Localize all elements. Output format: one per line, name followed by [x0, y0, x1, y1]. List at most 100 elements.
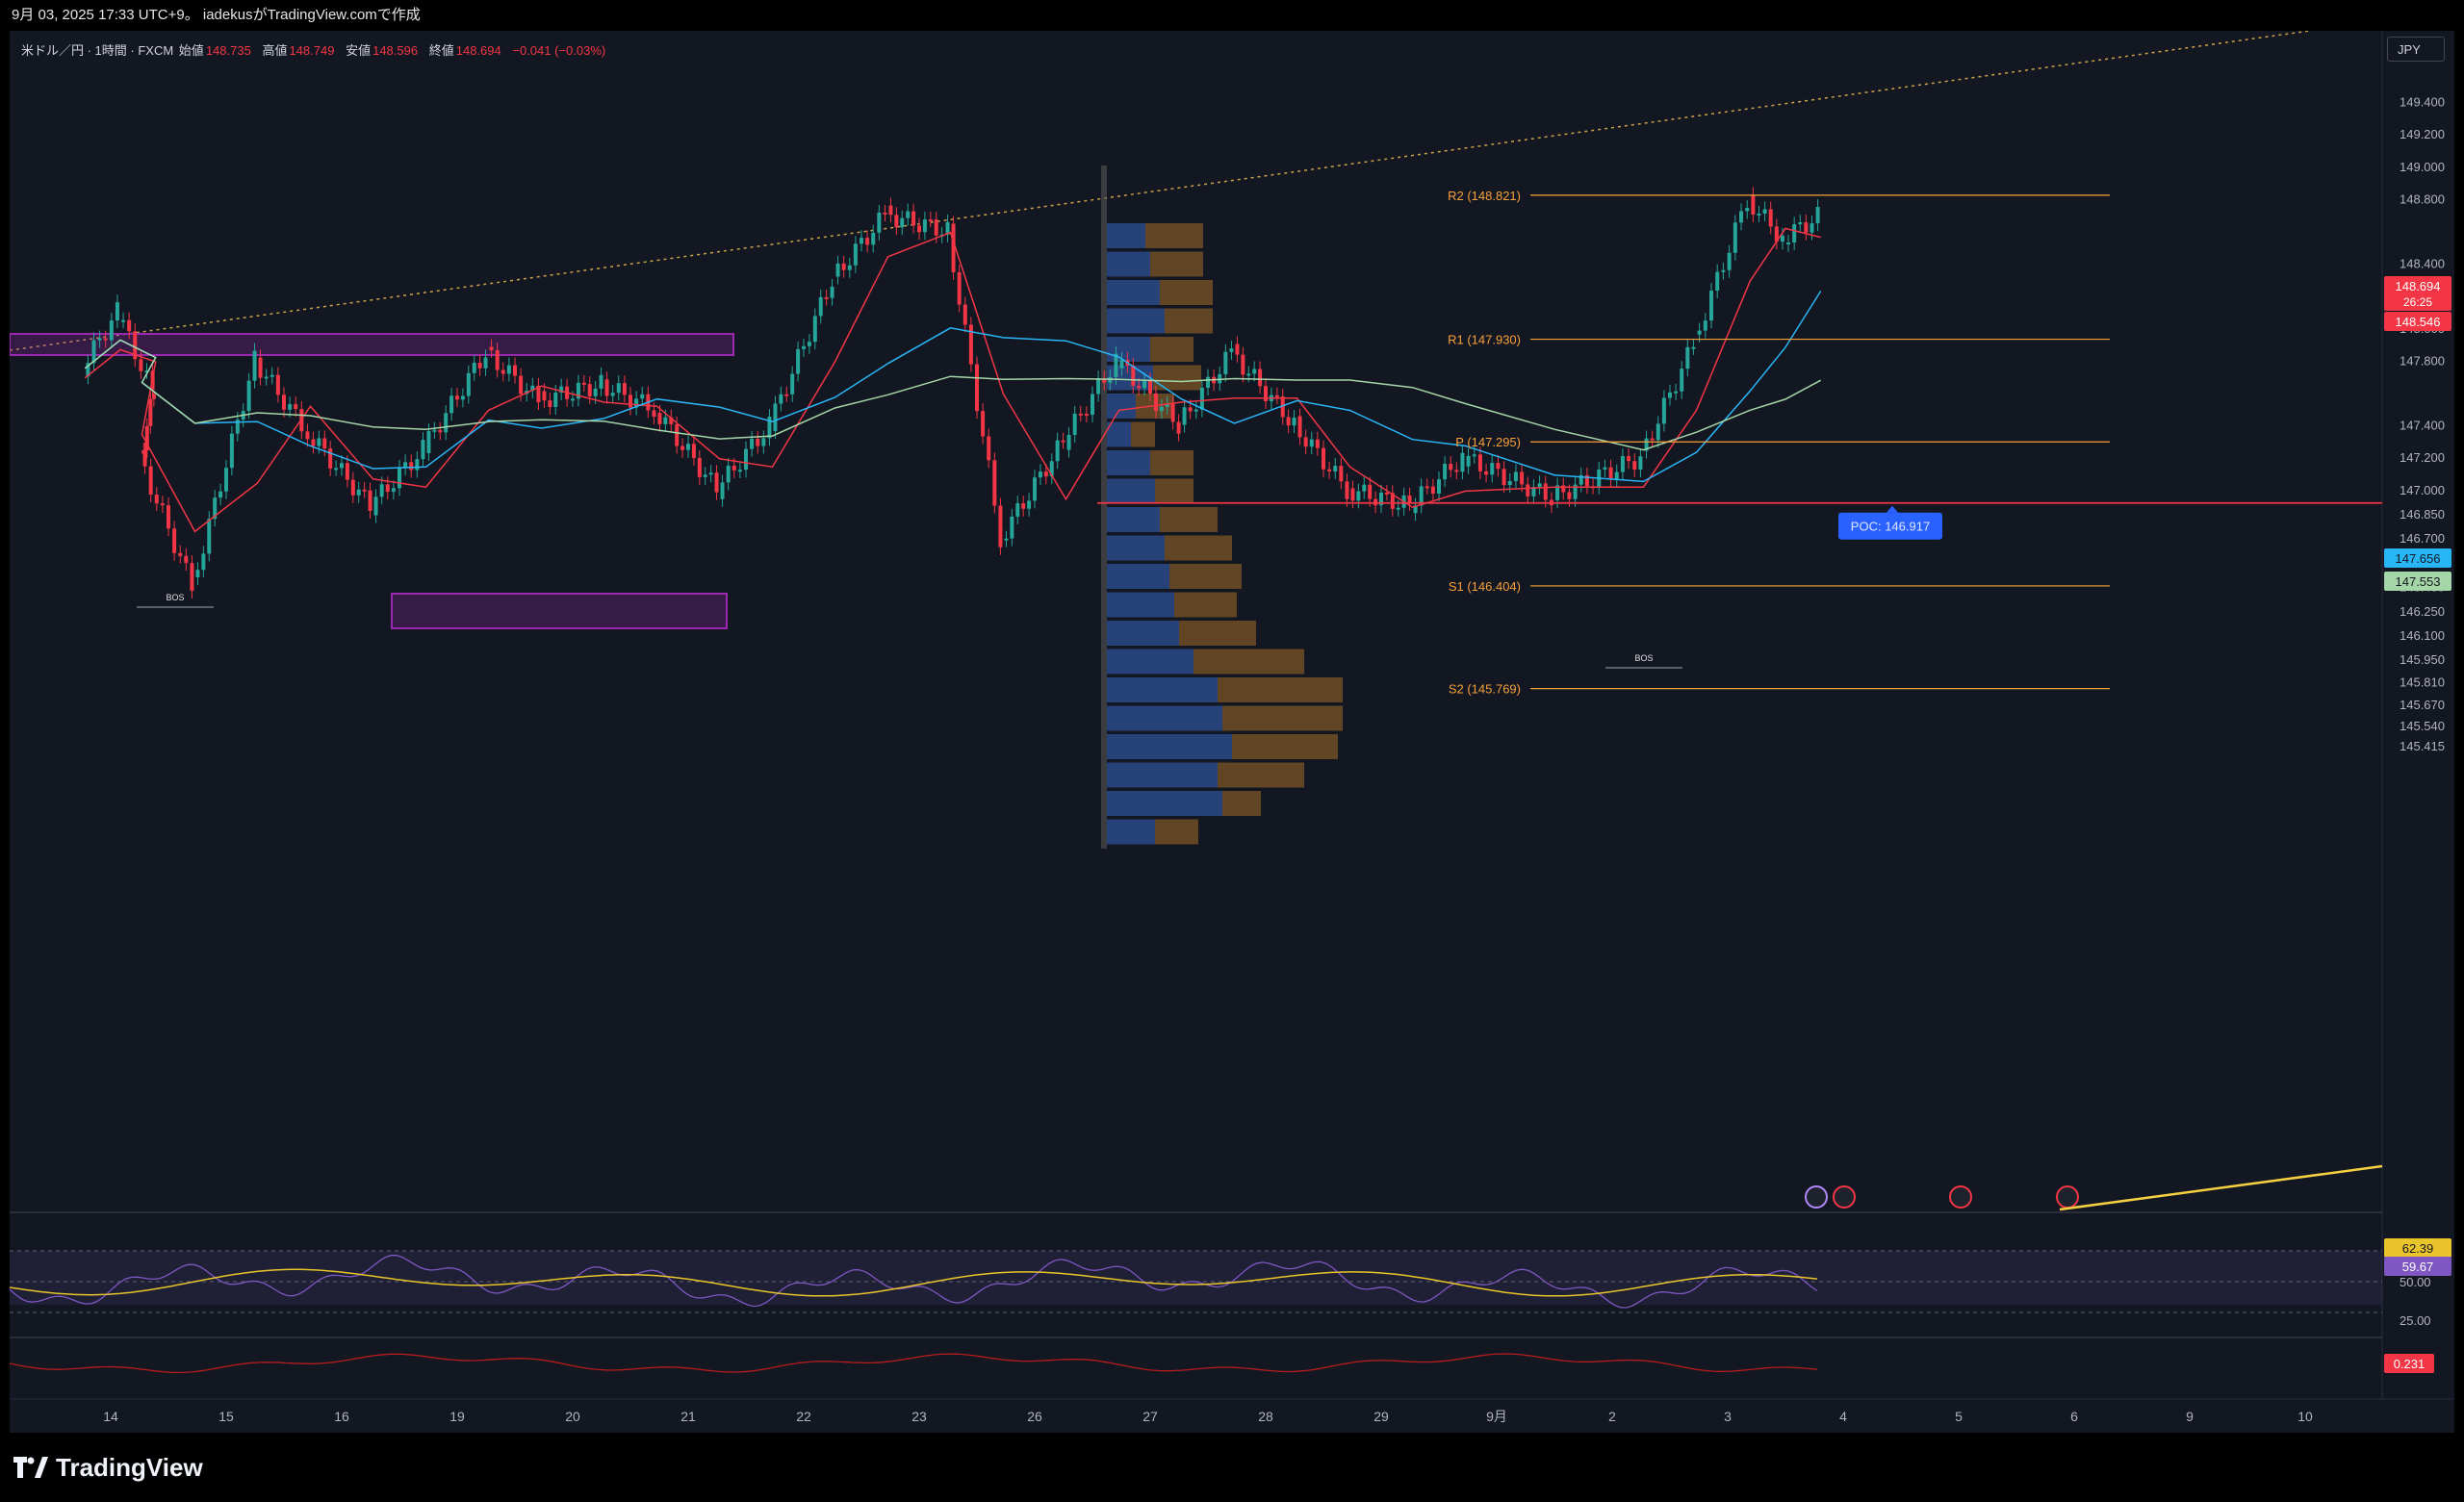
x-tick-label: 3 — [1724, 1409, 1732, 1424]
candle-body — [790, 373, 795, 395]
candle-body — [1246, 373, 1251, 376]
candle-body — [737, 470, 742, 472]
x-tick-label: 14 — [103, 1409, 118, 1424]
candle-body — [818, 296, 823, 317]
candle-body — [1627, 456, 1631, 462]
candle-body — [1333, 466, 1338, 471]
chart-canvas[interactable]: 149.400149.200149.000148.800148.400148.2… — [10, 31, 2454, 1433]
candle-body — [1176, 421, 1181, 434]
candle-body — [373, 496, 378, 516]
candle-body — [1010, 516, 1014, 539]
candle-body — [796, 348, 801, 374]
symbol-label[interactable]: 米ドル／円 · 1時間 · FXCM — [21, 43, 174, 58]
volume-profile-bar-sell — [1218, 677, 1343, 702]
candle-body — [998, 505, 1003, 547]
candle-body — [1015, 503, 1020, 517]
x-tick-label: 29 — [1373, 1409, 1389, 1424]
candle-body — [151, 394, 156, 399]
candle-body — [1379, 492, 1383, 506]
candle-body — [992, 460, 997, 506]
rsi-badge — [2384, 1238, 2451, 1258]
x-tick-label: 21 — [680, 1409, 696, 1424]
y-tick-label: 147.000 — [2400, 483, 2445, 497]
candle-body — [409, 462, 414, 471]
y-tick-label: 147.800 — [2400, 353, 2445, 368]
candle-body — [1780, 235, 1784, 242]
candle-body — [246, 380, 251, 412]
tradingview-logo-icon — [13, 1457, 48, 1478]
candle-body — [213, 497, 218, 520]
y-tick-label: 149.200 — [2400, 127, 2445, 141]
volume-profile-bar-buy — [1107, 394, 1136, 419]
candle-body — [1419, 486, 1424, 506]
candle-body — [1322, 447, 1325, 470]
candle-body — [483, 357, 488, 369]
candle-body — [968, 324, 973, 365]
event-us-flag-icon[interactable] — [1833, 1185, 1856, 1209]
event-us-flag-icon[interactable] — [2056, 1185, 2079, 1209]
volume-profile-bar-buy — [1107, 791, 1222, 816]
open-value: 148.735 — [205, 43, 251, 58]
candle-body — [962, 304, 967, 325]
x-tick-label: 4 — [1839, 1409, 1847, 1424]
volume-profile-bar-buy — [1107, 819, 1155, 845]
candle-body — [894, 215, 899, 228]
candle-body — [178, 552, 183, 556]
y-tick-label: 148.400 — [2400, 257, 2445, 271]
candle-body — [1241, 354, 1245, 375]
candle-body — [917, 225, 921, 233]
candle-body — [877, 212, 882, 233]
close-value: 148.694 — [455, 43, 501, 58]
event-lightning-icon[interactable] — [1805, 1185, 1828, 1209]
candle-body — [1384, 492, 1389, 495]
ma-fast-line — [84, 227, 1821, 533]
candle-body — [1537, 483, 1542, 488]
candle-body — [275, 374, 280, 395]
candle-body — [1632, 461, 1637, 470]
candle-body — [1142, 380, 1147, 389]
candle-body — [1413, 505, 1418, 514]
candle-body — [686, 444, 690, 450]
x-tick-label: 22 — [796, 1409, 811, 1424]
candle-body — [576, 382, 580, 399]
candle-body — [415, 459, 420, 471]
volume-profile-bar-buy — [1107, 337, 1150, 362]
candle-body — [356, 489, 361, 496]
event-us-flag-icon[interactable] — [1949, 1185, 1972, 1209]
x-tick-label: 5 — [1955, 1409, 1963, 1424]
candle-body — [328, 448, 333, 469]
candle-body — [1148, 380, 1152, 394]
candle-body — [1561, 485, 1566, 493]
lower-indicator-pane: 0.231 — [10, 1353, 2434, 1374]
candle-body — [207, 519, 212, 554]
candle-body — [1603, 467, 1607, 470]
candle-body — [1774, 226, 1779, 242]
candle-body — [1078, 413, 1083, 416]
chart-frame[interactable]: 149.400149.200149.000148.800148.400148.2… — [10, 31, 2454, 1433]
candle-body — [1685, 346, 1690, 369]
candle-body — [421, 440, 425, 460]
volume-profile-bar-buy — [1107, 308, 1165, 334]
candle-body — [559, 386, 564, 393]
candle-body — [167, 505, 170, 529]
tradingview-logo[interactable]: TradingView — [13, 1450, 203, 1485]
candle-body — [1356, 491, 1361, 501]
x-tick-label: 9月 — [1486, 1409, 1507, 1424]
candle-body — [536, 385, 541, 403]
rsi-badge-value: 59.67 — [2402, 1260, 2434, 1274]
candle-body — [1072, 413, 1077, 435]
rsi-ma-line — [10, 1268, 1818, 1297]
candle-body — [1460, 452, 1465, 472]
zone-lower — [391, 593, 728, 629]
price-badge — [2384, 572, 2451, 591]
candle-body — [172, 528, 177, 553]
candle-body — [756, 438, 760, 446]
yellow-trendline — [2059, 1164, 2383, 1211]
volume-profile-bar-sell — [1150, 450, 1194, 475]
candle-body — [1573, 484, 1578, 499]
pivot-label: R1 (147.930) — [1448, 333, 1521, 347]
candle-body — [1286, 417, 1291, 426]
candle-body — [1757, 213, 1761, 216]
currency-button[interactable]: JPY — [2387, 37, 2445, 62]
candle-body — [957, 271, 962, 305]
